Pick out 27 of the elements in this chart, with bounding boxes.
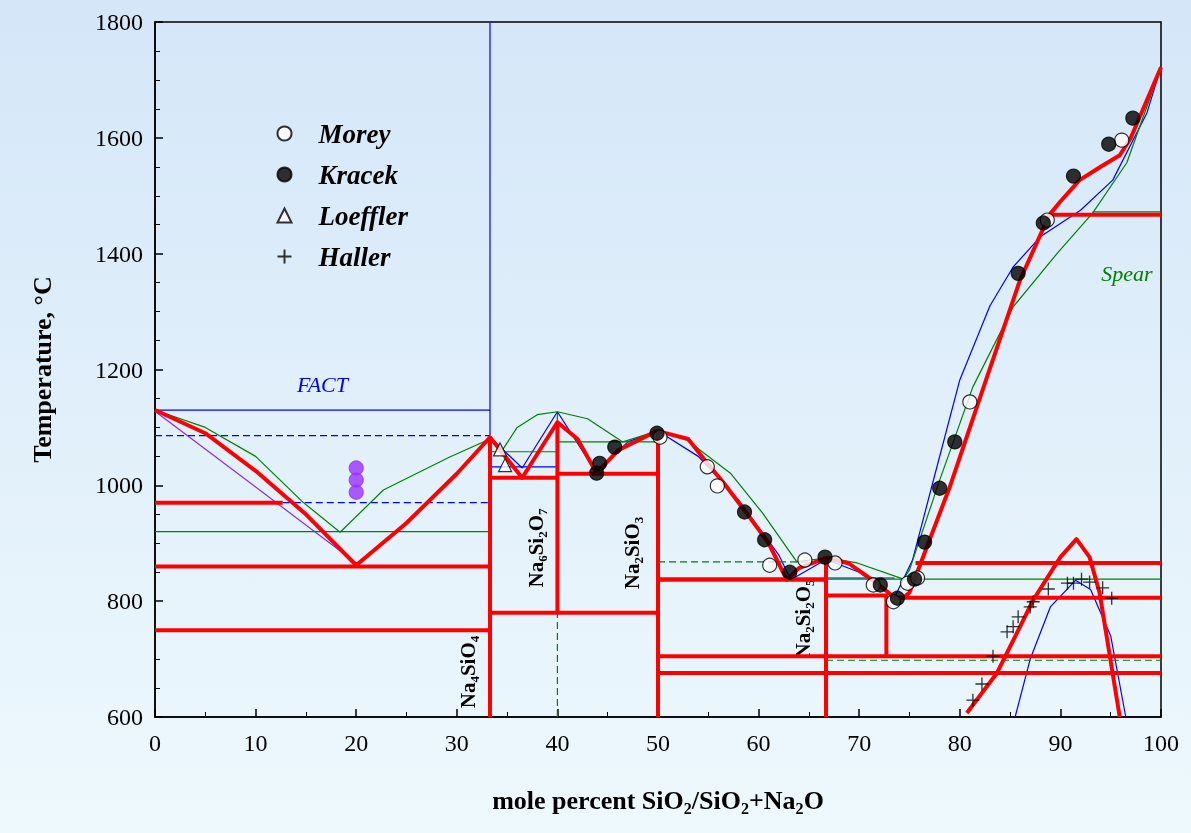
series-label: FACT bbox=[296, 371, 350, 397]
x-tick-label: 20 bbox=[344, 730, 369, 756]
x-tick-label: 70 bbox=[847, 730, 872, 756]
legend-label: Morey bbox=[317, 118, 392, 149]
x-tick-label: 100 bbox=[1143, 730, 1179, 756]
x-tick-label: 60 bbox=[746, 730, 771, 756]
y-tick-label: 1400 bbox=[95, 240, 143, 267]
y-tick-label: 1600 bbox=[95, 124, 143, 151]
y-tick-label: 600 bbox=[107, 704, 143, 730]
x-tick-label: 50 bbox=[646, 730, 670, 756]
y-tick-label: 1200 bbox=[95, 356, 143, 383]
y-tick-label: 1000 bbox=[95, 472, 143, 499]
x-tick-label: 40 bbox=[545, 730, 570, 756]
y-tick-label: 1800 bbox=[95, 9, 143, 35]
x-tick-label: 30 bbox=[444, 730, 469, 756]
y-tick-label: 800 bbox=[107, 588, 143, 615]
x-tick-label: 90 bbox=[1048, 730, 1073, 756]
legend-label: Kracek bbox=[317, 159, 399, 190]
x-tick-label: 10 bbox=[243, 730, 268, 756]
legend-label: Haller bbox=[317, 241, 391, 272]
x-tick-label: 80 bbox=[947, 730, 972, 756]
annotation: Na2SiO3 bbox=[620, 516, 646, 590]
x-tick-label: 0 bbox=[149, 730, 161, 756]
y-axis-title: Temperature, °C bbox=[27, 276, 57, 463]
legend-label: Loeffler bbox=[317, 200, 409, 231]
annotation: Na4SiO4 bbox=[456, 635, 482, 709]
text: Spear bbox=[1101, 261, 1153, 287]
